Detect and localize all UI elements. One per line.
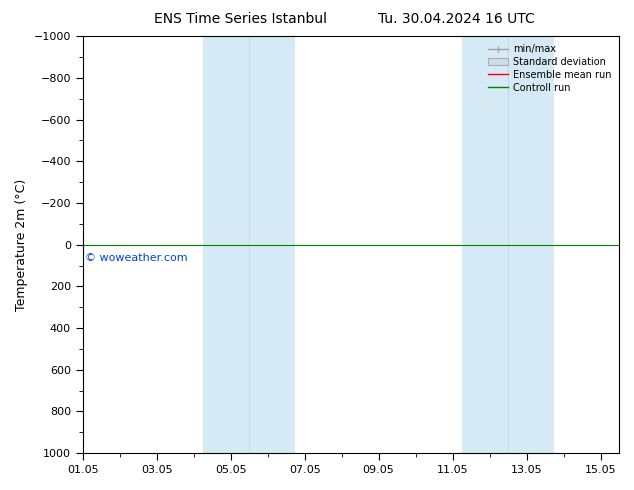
Legend: min/max, Standard deviation, Ensemble mean run, Controll run: min/max, Standard deviation, Ensemble me…: [486, 41, 614, 96]
Text: Tu. 30.04.2024 16 UTC: Tu. 30.04.2024 16 UTC: [378, 12, 535, 26]
Bar: [462, 36, 554, 453]
Text: © woweather.com: © woweather.com: [84, 253, 187, 263]
Text: ENS Time Series Istanbul: ENS Time Series Istanbul: [155, 12, 327, 26]
Y-axis label: Temperature 2m (°C): Temperature 2m (°C): [15, 178, 28, 311]
Bar: [203, 36, 295, 453]
